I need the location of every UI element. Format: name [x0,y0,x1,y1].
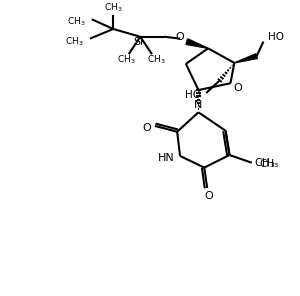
Text: Si: Si [133,37,143,46]
Text: O: O [143,123,152,133]
Text: CH₃: CH₃ [260,159,279,169]
Text: N: N [194,99,203,110]
Text: CH$_3$: CH$_3$ [254,156,275,170]
Text: CH$_3$: CH$_3$ [117,54,136,66]
Text: HN: HN [158,153,175,163]
Polygon shape [186,39,208,48]
Polygon shape [234,54,257,63]
Text: O: O [176,32,184,42]
Text: CH$_3$: CH$_3$ [67,16,86,28]
Text: HO: HO [268,32,284,42]
Text: O: O [205,191,214,201]
Text: O: O [233,83,242,93]
Text: CH$_3$: CH$_3$ [65,35,84,48]
Text: CH$_3$: CH$_3$ [104,1,122,14]
Text: CH$_3$: CH$_3$ [146,54,165,66]
Text: HO: HO [185,90,201,100]
